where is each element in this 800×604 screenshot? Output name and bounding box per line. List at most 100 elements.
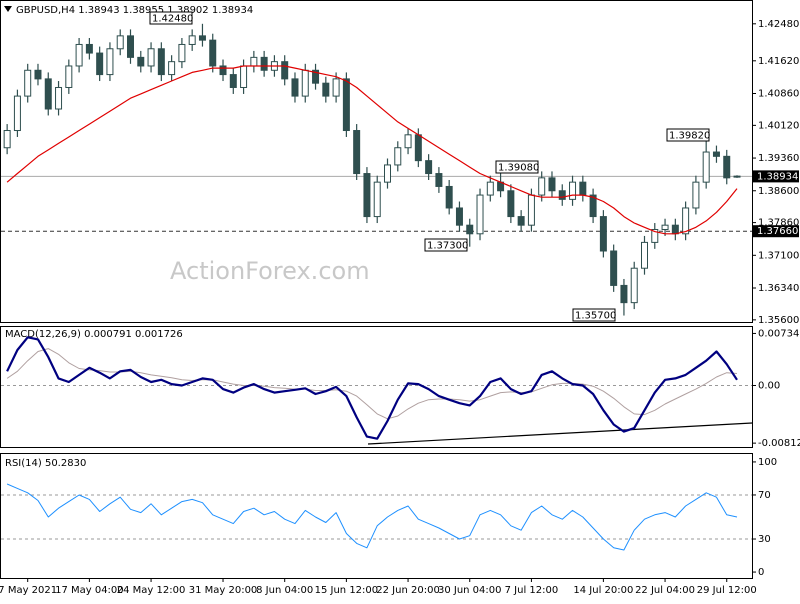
candle-body	[486, 181, 494, 196]
candle-body	[168, 61, 176, 76]
x-tick-label: 24 May 12:00	[117, 585, 186, 596]
candle-body	[34, 69, 42, 80]
moving-average	[6, 65, 738, 235]
annotation-box	[424, 238, 468, 252]
y-tick-label: 1.38600	[758, 186, 799, 197]
candle-body	[24, 69, 32, 97]
candle-body	[682, 207, 690, 235]
candle-body	[620, 284, 628, 304]
level-tag-label: 1.37660	[757, 226, 798, 237]
y-tick-label: 1.40860	[758, 89, 799, 100]
rsi-title: RSI(14) 50.2830	[5, 458, 86, 469]
candle-body	[466, 224, 474, 235]
candle-body	[517, 216, 525, 226]
candle-body	[116, 35, 124, 50]
candle-body	[733, 175, 741, 178]
candle-body	[3, 130, 11, 149]
annotation-label: 1.39080	[498, 163, 539, 174]
candle-body	[65, 65, 73, 88]
candle-body	[13, 95, 21, 132]
annotation-box	[149, 11, 193, 25]
candle-body	[384, 164, 391, 183]
candle-body	[435, 173, 443, 187]
candle-body	[425, 160, 433, 175]
candle-body	[312, 69, 320, 84]
candle-body	[414, 134, 422, 162]
candle-body	[85, 43, 93, 54]
candle-body	[342, 78, 350, 132]
candle-body	[96, 52, 104, 76]
candle-body	[589, 194, 597, 218]
y-tick-label: 1.42480	[758, 19, 799, 30]
level-tag	[753, 225, 799, 238]
y-tick-label: 0	[758, 567, 764, 578]
candle-body	[291, 78, 299, 97]
y-tick-label: 1.37100	[758, 250, 799, 261]
series-line	[6, 483, 738, 551]
candle-body	[569, 181, 577, 200]
rsi-panel	[0, 453, 753, 579]
annotation-box	[572, 308, 616, 322]
candle-body	[250, 56, 258, 67]
x-tick-label: 29 Jul 12:00	[697, 585, 757, 596]
y-tick-label: 0.007342	[758, 328, 800, 339]
x-tick-label: 22 Jul 04:00	[635, 585, 695, 596]
candle-body	[548, 177, 556, 192]
candle-body	[363, 173, 371, 218]
candle-body	[353, 130, 361, 175]
candle-body	[610, 250, 618, 286]
candle-body	[44, 78, 52, 110]
candle-body	[527, 194, 535, 226]
macd-title: MACD(12,26,9) 0.000791 0.001726	[5, 329, 183, 340]
annotation-label: 1.39820	[669, 131, 710, 142]
macd-panel	[0, 326, 753, 448]
y-tick-label: 1.40120	[758, 120, 799, 131]
x-tick-label: 22 Jun 20:00	[376, 585, 440, 596]
candle-body	[558, 190, 566, 200]
series-line	[6, 348, 738, 420]
x-tick-label: 7 May 2021	[0, 585, 57, 596]
annotation-label: 1.37300	[427, 241, 468, 252]
y-tick-label: 1.39360	[758, 153, 799, 164]
price-tag-label: 1.38934	[757, 171, 798, 182]
x-tick-label: 17 May 04:00	[55, 585, 124, 596]
annotation-label: 1.35700	[575, 311, 616, 322]
y-tick-label: 1.41620	[758, 56, 799, 67]
y-tick-label: 1.37860	[758, 218, 799, 229]
x-tick-label: 7 Jul 12:00	[505, 585, 559, 596]
candle-body	[476, 194, 484, 235]
y-tick-label: 1.36340	[758, 283, 799, 294]
candle-body	[137, 56, 145, 67]
candle-body	[538, 177, 546, 196]
trend-line	[367, 422, 753, 445]
candle-body	[702, 151, 710, 183]
x-tick-label: 8 Jun 04:00	[256, 585, 313, 596]
candle-body	[332, 78, 340, 97]
candle-body	[157, 48, 165, 76]
y-tick-label: 70	[758, 490, 771, 501]
annotation-box	[495, 160, 539, 174]
candle-body	[507, 190, 515, 218]
candle-body	[671, 224, 679, 235]
candle-body	[178, 43, 186, 63]
candle-body	[322, 82, 330, 97]
watermark: ActionForex.com	[170, 257, 370, 285]
candle-body	[281, 61, 289, 80]
y-tick-label: -0.008126	[758, 438, 800, 449]
candle-body	[579, 181, 587, 196]
chart-icon	[4, 6, 12, 12]
candle-body	[651, 228, 659, 243]
x-tick-label: 15 Jun 12:00	[315, 585, 379, 596]
y-tick-label: 30	[758, 534, 771, 545]
candle-body	[712, 151, 720, 157]
candle-body	[455, 207, 463, 226]
candle-body	[445, 185, 453, 209]
annotation-box	[666, 128, 710, 142]
candle-body	[240, 65, 248, 88]
candle-body	[75, 43, 83, 67]
x-tick-label: 31 May 20:00	[189, 585, 258, 596]
candle-body	[209, 39, 217, 67]
annotation-label: 1.42480	[152, 14, 193, 25]
